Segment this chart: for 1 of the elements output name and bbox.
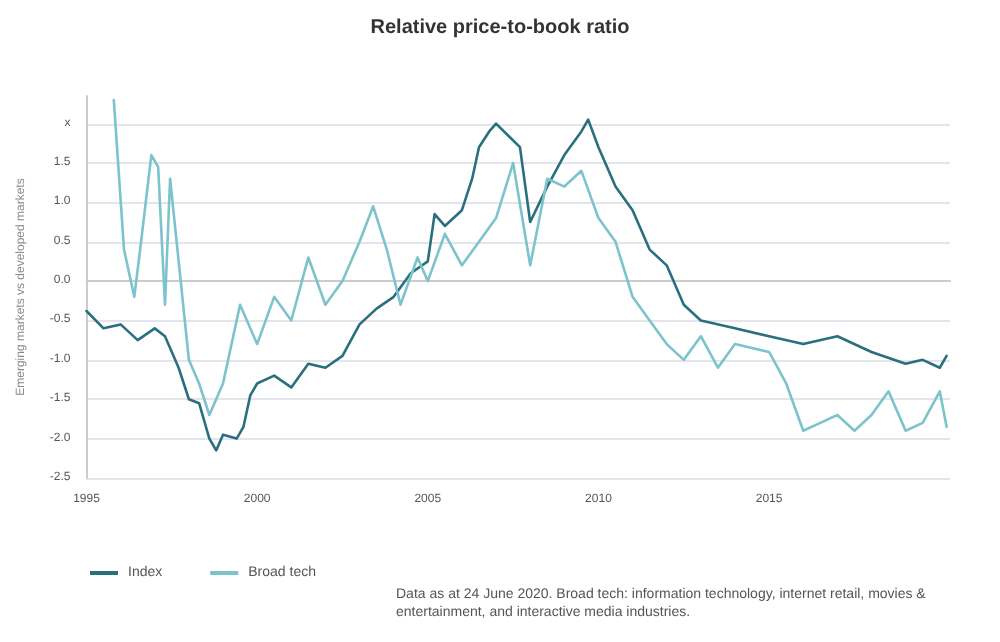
chart-title: Relative price-to-book ratio bbox=[370, 17, 630, 39]
